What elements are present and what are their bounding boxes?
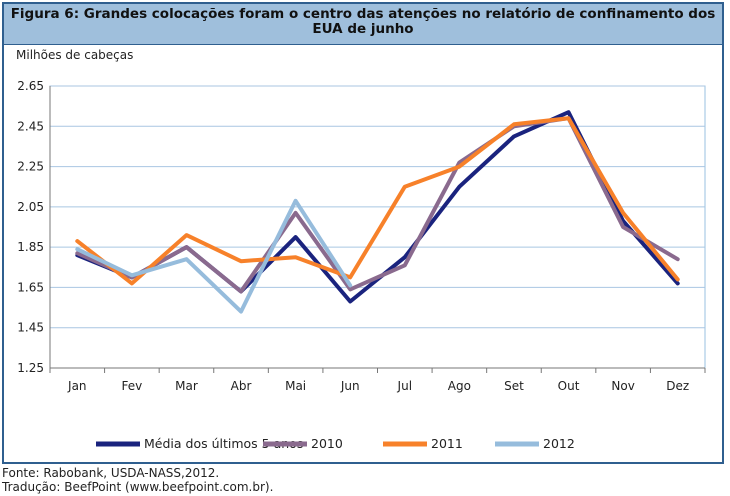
x-tick-label: Abr [231,379,252,393]
source-note: Fonte: Rabobank, USDA-NASS,2012. Traduçã… [2,466,273,494]
x-tick-label: Jan [67,379,87,393]
x-tick-label: Out [558,379,580,393]
y-tick-label: 2.05 [17,200,44,214]
legend-label: 2012 [543,436,575,451]
y-tick-label: 1.65 [17,280,44,294]
x-tick-label: Fev [122,379,143,393]
x-tick-label: Jul [397,379,412,393]
series-line-2 [75,116,680,286]
y-tick-label: 1.85 [17,240,44,254]
x-tick-label: Dez [666,379,689,393]
y-axis-label: Milhões de cabeças [16,48,134,62]
y-tick-label: 1.45 [17,321,44,335]
x-tick-label: Ago [448,379,471,393]
y-tick-label: 1.25 [17,361,44,375]
y-tick-label: 2.45 [17,119,44,133]
source-line-1: Fonte: Rabobank, USDA-NASS,2012. [2,466,220,480]
line-chart: 1.25 1.45 1.65 1.85 2.05 2.25 2.45 2.65 Jan Fev Ma… [17,79,706,451]
y-tick-label: 2.65 [17,79,44,93]
figure-header: Figura 6: Grandes colocações foram o cen… [4,4,722,45]
x-tick-label: Mai [285,379,306,393]
x-tick-label: Mar [175,379,198,393]
x-tick-label: Set [504,379,524,393]
legend-label: 2010 [311,436,343,451]
x-tick-label: Jun [340,379,360,393]
source-line-2: Tradução: BeefPoint (www.beefpoint.com.b… [2,480,274,494]
x-tick-label: Nov [611,379,634,393]
figure-frame: Figura 6: Grandes colocações foram o cen… [2,2,724,464]
legend-label: 2011 [431,436,463,451]
series-line-3 [75,198,353,314]
y-tick-label: 2.25 [17,160,44,174]
chart-title: Figura 6: Grandes colocações foram o cen… [10,6,716,37]
plot-area [49,85,706,369]
legend-label: Média dos últimos 5 anos [144,436,303,451]
